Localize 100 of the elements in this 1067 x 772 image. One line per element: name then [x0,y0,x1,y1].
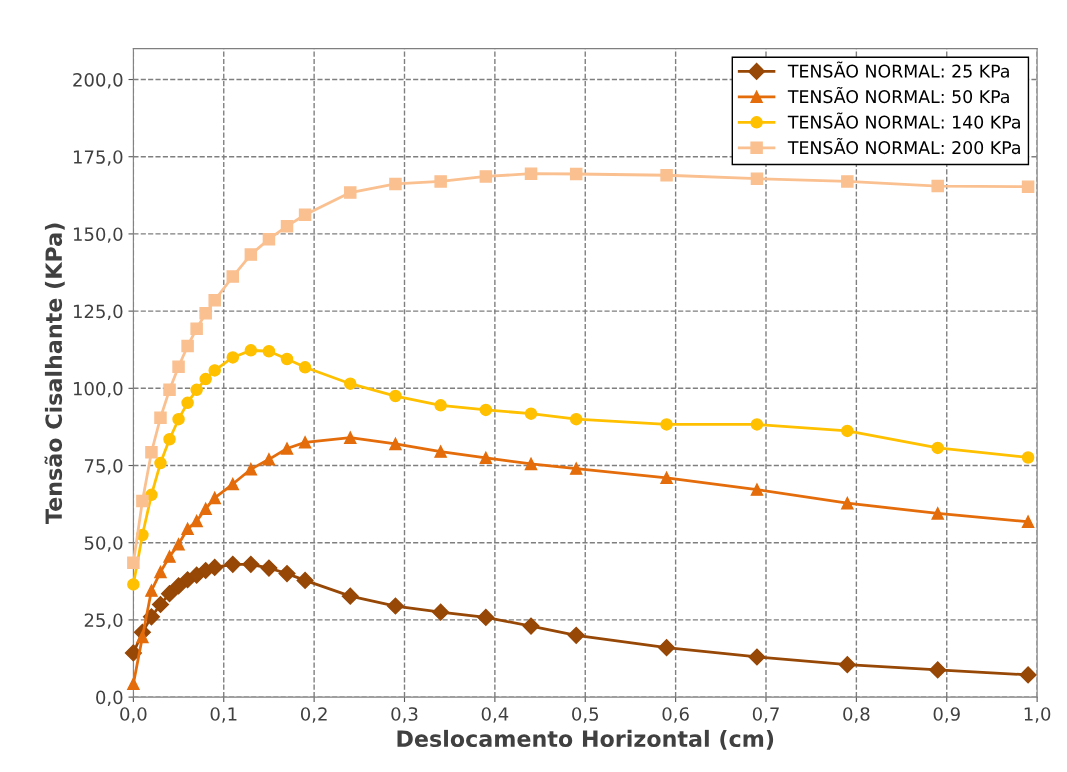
point [280,219,294,233]
point [1021,515,1035,528]
y-tick-label: 125,0 [73,304,123,321]
y-tick-label: 50,0 [84,536,123,552]
point [262,453,276,466]
y-tick-label: 150,0 [73,227,123,243]
point [434,175,447,188]
point [432,603,450,621]
point [750,483,764,496]
point [145,445,158,459]
point [344,186,357,199]
y-tick-label: 0,0 [96,690,123,707]
point [298,361,312,374]
point [136,494,149,508]
point [341,587,359,605]
point [172,412,185,426]
point [244,462,258,476]
point [226,270,240,283]
x-tick-label: 0,1 [210,707,237,723]
x-tick-label: 0,0 [120,707,147,723]
point [298,436,312,449]
point [389,389,402,403]
point [434,445,447,458]
legend-label: TENSÃO NORMAL: 25 KPa [787,61,1009,78]
point [524,407,538,420]
point [479,170,493,183]
y-tick-label: 75,0 [84,458,123,475]
point [750,418,764,431]
legend-label: TENSÃO NORMAL: 50 KPa [787,86,1009,104]
point [931,179,944,193]
point [154,411,167,424]
point [151,595,170,614]
point [226,477,240,491]
point [226,351,240,364]
point [280,442,294,455]
y-tick-label: 25,0 [84,613,123,629]
point [931,507,944,520]
point [344,377,357,390]
point [569,167,583,181]
point [190,514,203,528]
point [569,412,583,426]
point [929,661,947,679]
point [172,360,185,373]
point [127,677,140,691]
point [127,556,140,570]
point [386,597,405,615]
y-tick-label: 175,0 [73,150,123,166]
point [389,177,402,191]
point [660,168,673,182]
legend-label: TENSÃO NORMAL: 200 KPa [787,137,1020,155]
point [154,456,167,470]
x-tick-label: 0,3 [391,707,418,723]
legend-label: TENSÃO NORMAL: 140 KPa [787,112,1020,129]
point [841,175,854,188]
y-axis-title: Tensão Cisalhante (KPa) [44,223,65,524]
point [1019,666,1037,684]
point [170,577,188,595]
point [567,626,585,644]
x-tick-label: 0,5 [572,707,599,723]
point [145,584,158,597]
point [124,644,142,662]
x-tick-label: 0,6 [662,707,689,723]
point [298,208,312,222]
point [181,396,194,410]
point [841,496,854,510]
x-axis-title: Deslocamento Horizontal (cm) [397,729,774,750]
point [181,522,194,536]
point [296,571,314,589]
point [1021,451,1035,464]
x-tick-label: 1,0 [1024,707,1051,723]
point [163,383,176,397]
x-tick-label: 0,8 [843,707,870,723]
point [280,352,294,366]
point [208,294,221,307]
point [434,399,447,412]
x-tick-label: 0,4 [481,707,509,723]
point [262,232,276,246]
point [199,502,212,515]
point [127,578,140,591]
x-tick-label: 0,7 [752,707,779,723]
point [260,559,278,577]
point [206,558,224,576]
point [524,167,538,180]
point [748,648,766,666]
point [190,322,203,335]
point [658,639,676,657]
point [224,555,242,573]
point [244,248,258,261]
point [479,451,493,465]
x-tick-label: 0,9 [933,707,960,723]
point [841,424,854,438]
point [344,431,357,444]
point [242,555,260,573]
point [199,307,212,320]
point [389,437,402,451]
point [1021,180,1035,193]
point [524,457,538,471]
point [569,462,583,475]
point [750,172,764,185]
point [660,418,673,431]
